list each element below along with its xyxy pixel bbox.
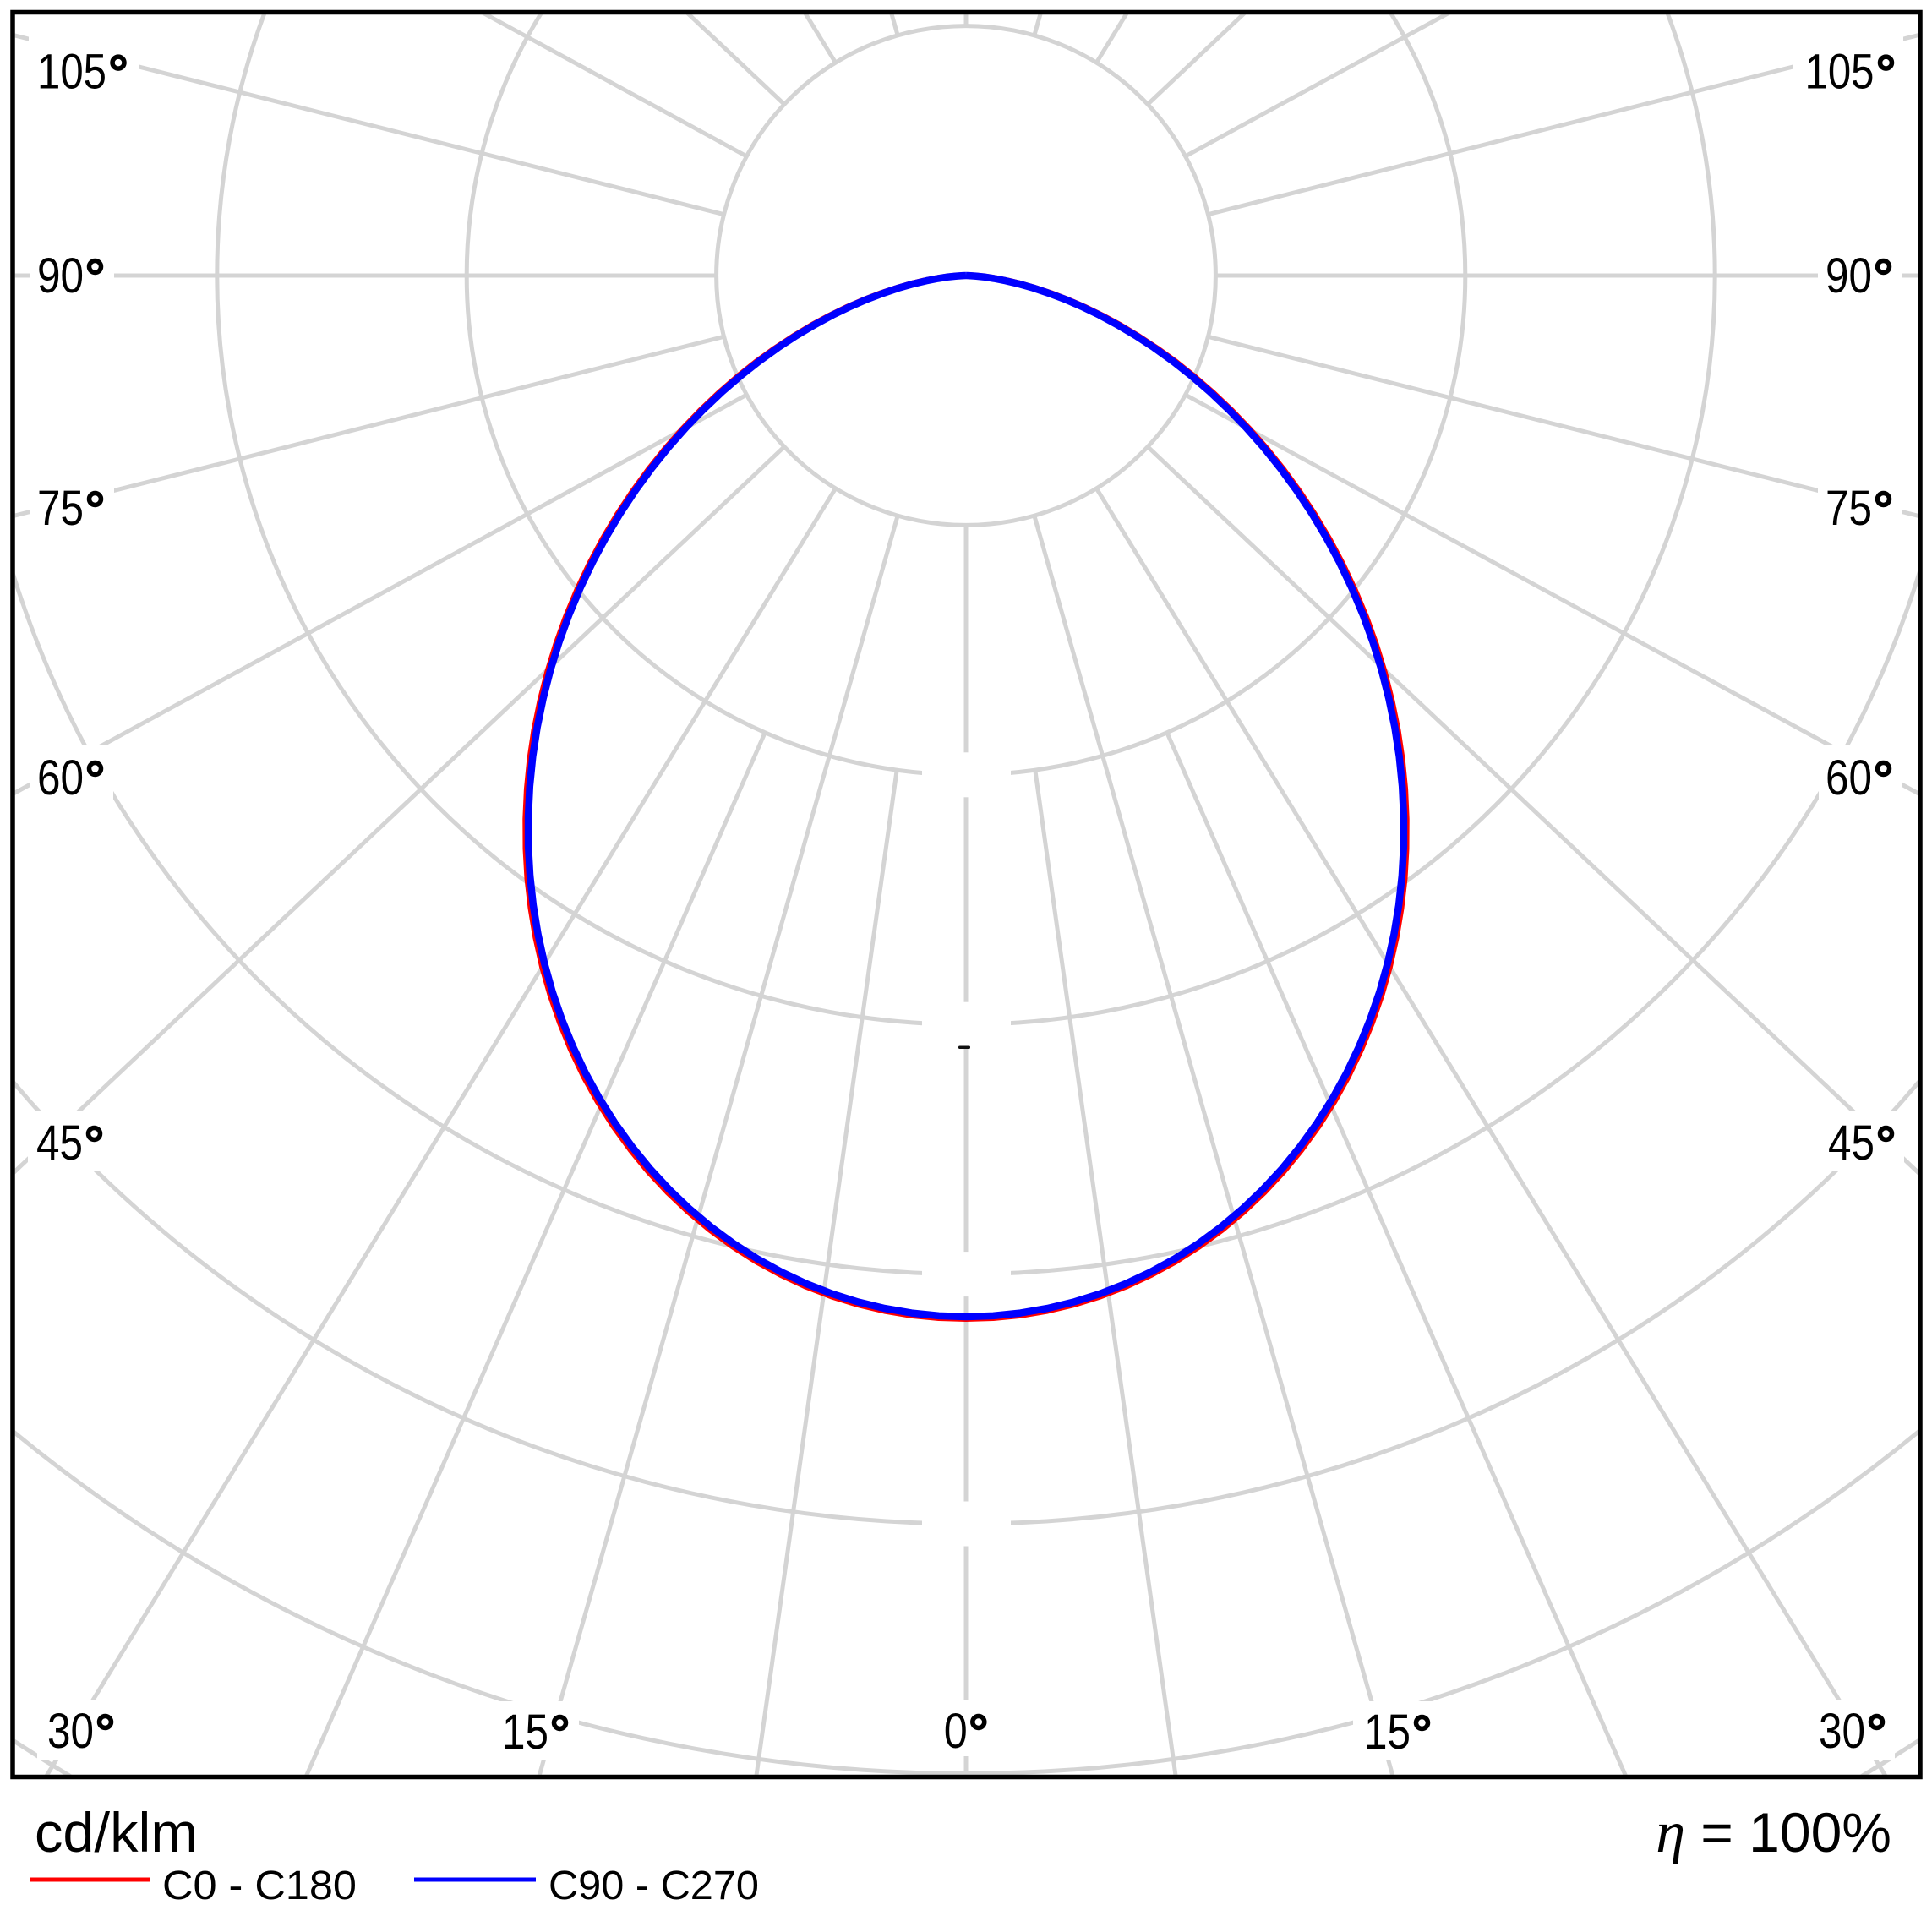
- svg-text:45: 45: [36, 1116, 83, 1171]
- svg-text:0: 0: [944, 1704, 968, 1759]
- svg-text:75: 75: [37, 481, 84, 536]
- svg-text:C0 - C180: C0 - C180: [162, 1864, 357, 1908]
- svg-text:C90 - C270: C90 - C270: [548, 1864, 759, 1908]
- svg-text:90: 90: [37, 248, 84, 303]
- svg-text:60: 60: [37, 750, 84, 805]
- svg-text:cd/klm: cd/klm: [35, 1801, 198, 1864]
- svg-text:105: 105: [37, 45, 106, 100]
- svg-text:15: 15: [502, 1705, 548, 1760]
- svg-text:45: 45: [1828, 1116, 1875, 1171]
- svg-text:60: 60: [1826, 750, 1872, 805]
- svg-text:30: 30: [1819, 1704, 1865, 1759]
- svg-text:90: 90: [1826, 248, 1872, 303]
- svg-text:75: 75: [1826, 481, 1872, 536]
- svg-text:η = 100%: η = 100%: [1656, 1800, 1891, 1865]
- svg-text:15: 15: [1364, 1705, 1411, 1760]
- svg-text:105: 105: [1805, 45, 1875, 100]
- svg-text:30: 30: [47, 1704, 94, 1759]
